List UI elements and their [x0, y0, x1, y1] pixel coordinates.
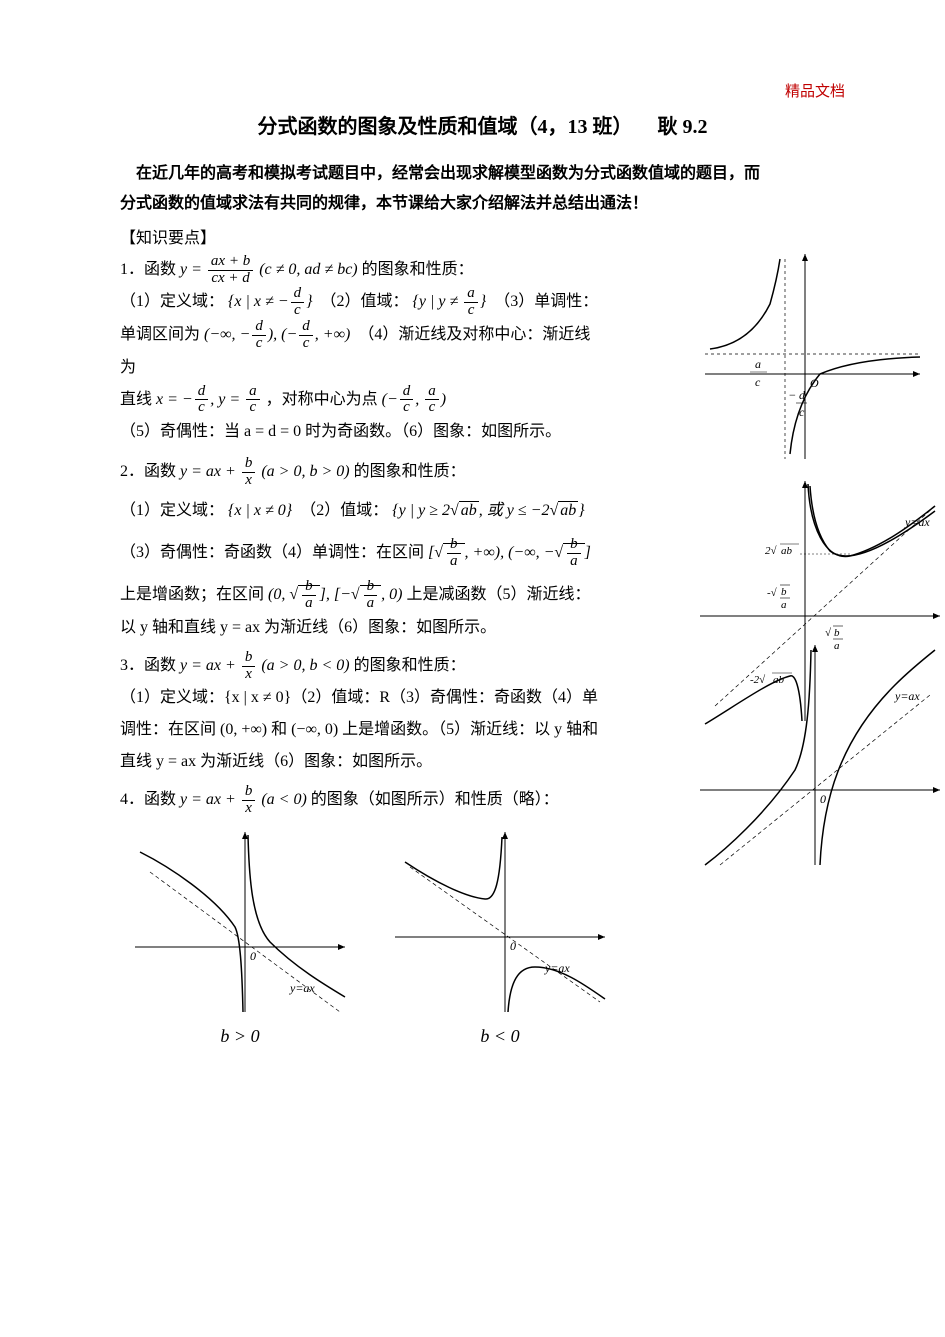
s3-lead: 3．函数	[120, 657, 180, 674]
intro-line2: 分式函数的值域求法有共同的规律，本节课给大家介绍解法并总结出通法！	[120, 195, 648, 212]
section-3-text: 3．函数 y = ax + bx (a > 0, b < 0) 的图象和性质： …	[120, 650, 600, 779]
svg-text:b: b	[781, 586, 787, 598]
s2-tail: 的图象和性质：	[354, 463, 466, 480]
graph-1: O a c − d c	[695, 244, 925, 464]
s1-tail: 的图象和性质：	[362, 261, 474, 278]
graph-5: y=ax 0	[390, 827, 610, 1017]
g3-asym: y=ax	[894, 689, 920, 703]
b-neg-label: b < 0	[390, 1026, 610, 1047]
s1-lead: 1．函数	[120, 261, 180, 278]
s1-p3a: 直线	[120, 391, 156, 408]
g1-a: a	[755, 357, 761, 371]
s2-p3b: 上是减函数（5）渐近线：	[406, 586, 590, 603]
s4-tail: 的图象（如图所示）和性质（略）：	[311, 791, 559, 808]
s3-p3: 直线 y = ax 为渐近线（6）图象：如图所示。	[120, 753, 432, 770]
section-2: 2．函数 y = ax + bx (a > 0, b > 0) 的图象和性质： …	[120, 456, 845, 644]
s1-p2a: 单调区间为	[120, 326, 204, 343]
graph-4-wrap: y=ax 0 b > 0	[130, 827, 350, 1047]
g4-origin: 0	[250, 949, 256, 963]
watermark: 精品文档	[785, 80, 845, 101]
s1-p1b: （2）值域：	[321, 293, 409, 310]
g1-origin: O	[810, 376, 819, 390]
s3-cond: (a > 0, b < 0)	[261, 657, 349, 674]
g1-c: c	[755, 375, 761, 389]
section-1-text: 1．函数 y = ax + bcx + d (c ≠ 0, ad ≠ bc) 的…	[120, 254, 600, 448]
svg-text:2√: 2√	[765, 545, 778, 557]
s1-p4: （5）奇偶性：当 a = d = 0 时为奇函数。（6）图象：如图所示。	[120, 423, 561, 440]
s1-p1a: （1）定义域：	[120, 293, 224, 310]
s2-lead: 2．函数	[120, 463, 180, 480]
s2-cond: (a > 0, b > 0)	[261, 463, 349, 480]
section-3: 3．函数 y = ax + bx (a > 0, b < 0) 的图象和性质： …	[120, 650, 845, 779]
s2-p4: 以 y 轴和直线 y = ax 为渐近线（6）图象：如图所示。	[120, 619, 496, 636]
page-title: 分式函数的图象及性质和值域（4，13 班） 耿 9.2	[120, 110, 845, 139]
svg-text:-√: -√	[767, 587, 778, 599]
s4-lead: 4．函数	[120, 791, 180, 808]
s3-tail: 的图象和性质：	[354, 657, 466, 674]
svg-text:√: √	[825, 627, 832, 639]
g4-asym: y=ax	[289, 981, 315, 995]
s2-p2a: （3）奇偶性：奇函数（4）单调性：在区间	[120, 544, 428, 561]
bottom-graphs: y=ax 0 b > 0 y=ax 0	[130, 827, 845, 1047]
g1-d: d	[799, 388, 806, 402]
svg-text:b: b	[834, 627, 840, 639]
document-page: 精品文档 分式函数的图象及性质和值域（4，13 班） 耿 9.2 在近几年的高考…	[0, 0, 945, 1337]
g5-origin: 0	[510, 939, 516, 953]
s2-p3a: 上是增函数；在区间	[120, 586, 268, 603]
s1-p3b: ，对称中心为点	[266, 391, 382, 408]
s1-cond: (c ≠ 0, ad ≠ bc)	[259, 261, 357, 278]
b-pos-label: b > 0	[130, 1026, 350, 1047]
svg-text:ab: ab	[781, 545, 793, 557]
g1-c2: c	[799, 405, 805, 419]
section-4: 4．函数 y = ax + bx (a < 0) 的图象（如图所示）和性质（略）…	[120, 784, 845, 1047]
svg-text:a: a	[781, 599, 787, 611]
section-2-text: 2．函数 y = ax + bx (a > 0, b > 0) 的图象和性质： …	[120, 456, 640, 644]
s3-p1: （1）定义域：{x | x ≠ 0}（2）值域：R（3）奇偶性：奇函数（4）单	[120, 689, 598, 706]
title-right: 耿 9.2	[658, 116, 708, 138]
title-main: 分式函数的图象及性质和值域（4，13 班）	[258, 116, 633, 138]
s1-p1c: （3）单调性：	[494, 293, 598, 310]
s2-p1b: （2）值域：	[300, 502, 388, 519]
section-4-text: 4．函数 y = ax + bx (a < 0) 的图象（如图所示）和性质（略）…	[120, 784, 845, 817]
s4-cond: (a < 0)	[261, 791, 306, 808]
graph-4: y=ax 0	[130, 827, 350, 1017]
graph-5-wrap: y=ax 0 b < 0	[390, 827, 610, 1047]
section-1: 1．函数 y = ax + bcx + d (c ≠ 0, ad ≠ bc) 的…	[120, 254, 845, 448]
intro-line1: 在近几年的高考和模拟考试题目中，经常会出现求解模型函数为分式函数值域的题目，而	[136, 165, 760, 182]
intro-text: 在近几年的高考和模拟考试题目中，经常会出现求解模型函数为分式函数值域的题目，而 …	[120, 159, 845, 220]
s3-p2: 调性：在区间 (0, +∞) 和 (−∞, 0) 上是增函数。（5）渐近线：以 …	[120, 721, 598, 738]
svg-text:−: −	[789, 388, 796, 402]
s2-p1a: （1）定义域：	[120, 502, 224, 519]
